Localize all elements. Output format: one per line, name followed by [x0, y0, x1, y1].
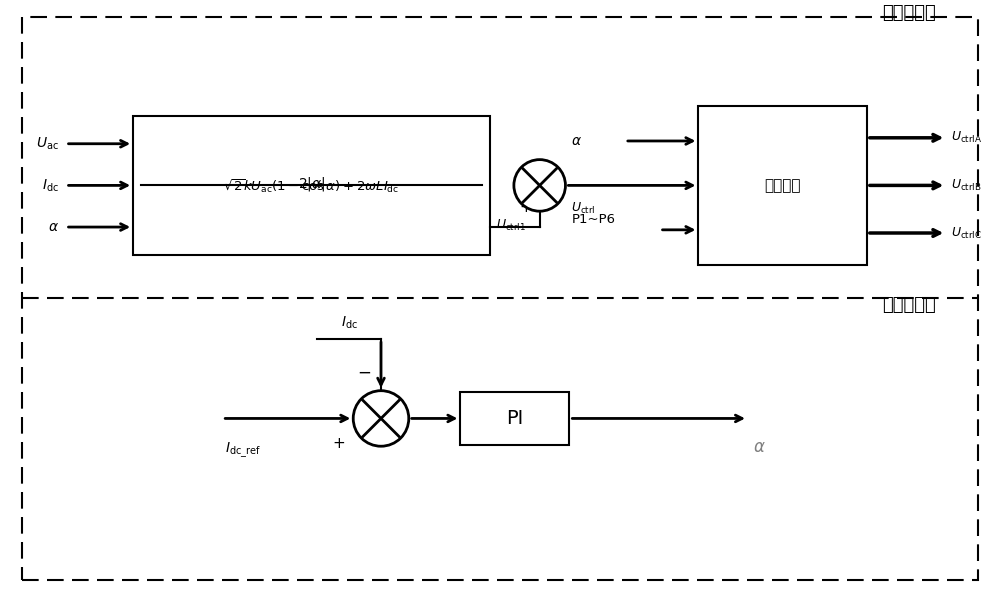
- Text: $+$: $+$: [332, 436, 345, 451]
- Text: P1~P6: P1~P6: [571, 213, 615, 226]
- Text: $U_{\mathrm{ctrl1}}$: $U_{\mathrm{ctrl1}}$: [496, 218, 526, 233]
- Bar: [133, 116, 490, 255]
- Text: $U_{\mathrm{ac}}$: $U_{\mathrm{ac}}$: [36, 136, 59, 152]
- Text: $I_{\mathrm{dc}}$: $I_{\mathrm{dc}}$: [341, 314, 358, 331]
- Circle shape: [514, 160, 565, 211]
- Text: $U_{\mathrm{ctrl}}$: $U_{\mathrm{ctrl}}$: [571, 201, 596, 216]
- Text: $U_{\mathrm{ctrlB}}$: $U_{\mathrm{ctrlB}}$: [951, 178, 982, 193]
- Text: $-$: $-$: [357, 363, 371, 381]
- Text: $U_{\mathrm{ctrlA}}$: $U_{\mathrm{ctrlA}}$: [951, 130, 983, 146]
- Text: $2|\alpha|$: $2|\alpha|$: [298, 175, 325, 194]
- Bar: [698, 106, 867, 265]
- Text: $\alpha$: $\alpha$: [753, 438, 766, 456]
- Text: $\sqrt{2}kU_{\mathrm{ac}}(1-\cos\alpha)+2\omega LI_{\mathrm{dc}}$: $\sqrt{2}kU_{\mathrm{ac}}(1-\cos\alpha)+…: [223, 178, 400, 195]
- Text: PI: PI: [506, 409, 524, 428]
- Text: $+$: $+$: [519, 200, 532, 215]
- Text: 无功类控制: 无功类控制: [883, 4, 936, 22]
- Text: $\alpha$: $\alpha$: [48, 220, 59, 234]
- Bar: [460, 392, 569, 445]
- Text: 有功类控制: 有功类控制: [883, 297, 936, 314]
- Text: $I_{\mathrm{dc}}$: $I_{\mathrm{dc}}$: [42, 177, 59, 194]
- Text: 选择逻辑: 选择逻辑: [764, 178, 801, 193]
- Text: $\alpha$: $\alpha$: [571, 134, 582, 148]
- Text: $U_{\mathrm{ctrlC}}$: $U_{\mathrm{ctrlC}}$: [951, 226, 982, 240]
- Circle shape: [353, 391, 409, 446]
- Text: $I_{\mathrm{dc\_ref}}$: $I_{\mathrm{dc\_ref}}$: [225, 440, 261, 459]
